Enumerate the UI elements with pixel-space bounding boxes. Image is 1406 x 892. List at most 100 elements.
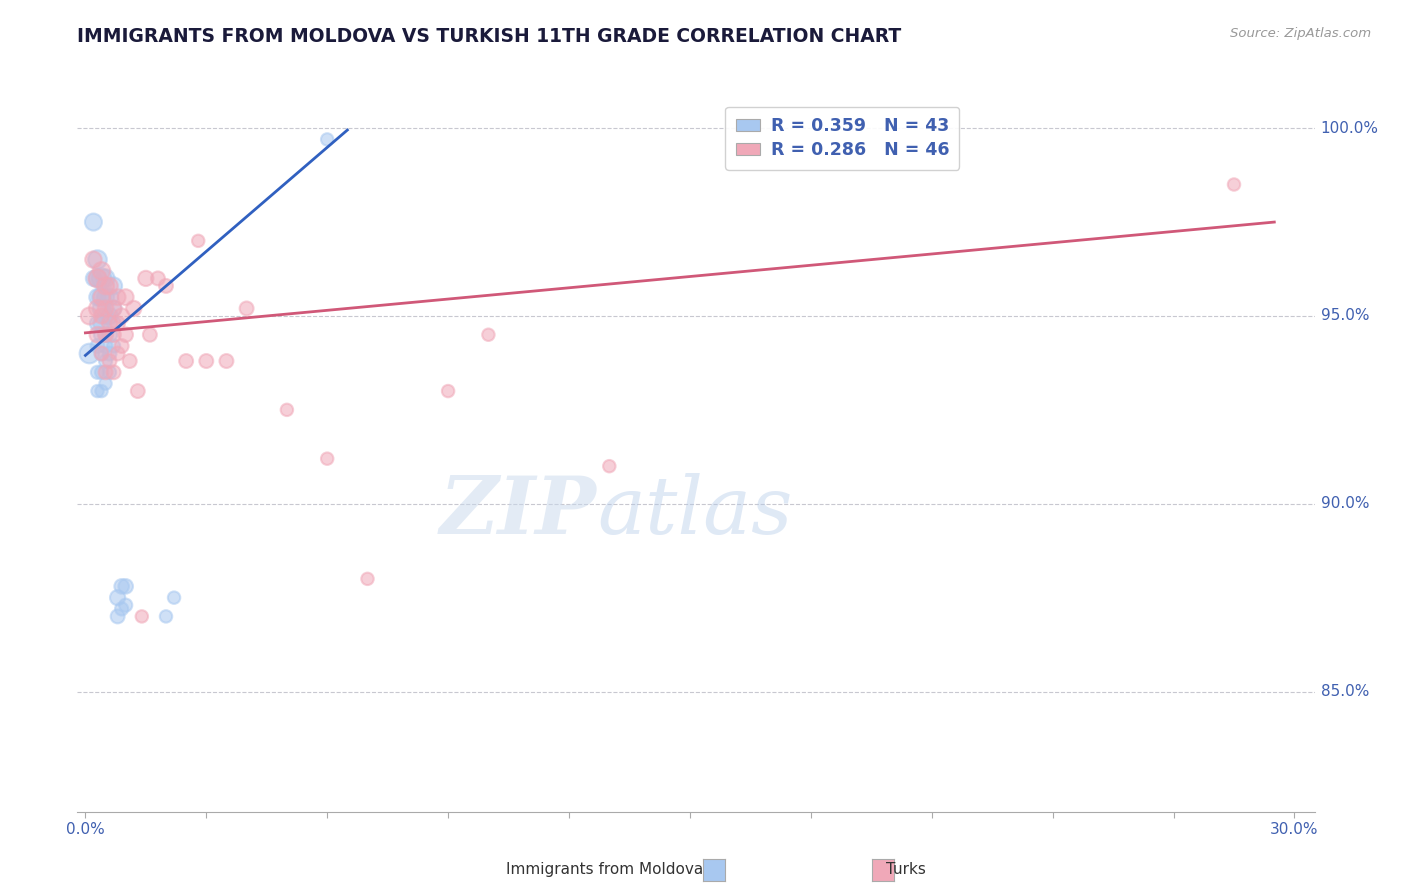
Point	[163, 591, 186, 605]
Text: Source: ZipAtlas.com: Source: ZipAtlas.com	[1230, 27, 1371, 40]
Point	[98, 309, 121, 323]
Point	[135, 271, 157, 285]
Point	[107, 591, 129, 605]
Point	[103, 301, 125, 316]
Point	[114, 290, 136, 304]
Point	[98, 290, 121, 304]
Point	[86, 339, 108, 353]
Point	[103, 365, 125, 379]
Point	[155, 609, 177, 624]
Point	[94, 290, 117, 304]
Point	[94, 365, 117, 379]
Point	[107, 346, 129, 360]
Point	[174, 354, 197, 368]
Point	[122, 301, 145, 316]
Point	[98, 365, 121, 379]
Point	[316, 451, 339, 466]
Point	[94, 309, 117, 323]
Point	[94, 327, 117, 342]
Point	[316, 132, 339, 146]
Point	[127, 384, 149, 398]
Point	[598, 459, 620, 474]
Text: Turks: Turks	[886, 863, 925, 877]
Point	[82, 271, 104, 285]
Point	[276, 402, 298, 417]
Point	[98, 354, 121, 368]
Point	[437, 384, 460, 398]
Text: 85.0%: 85.0%	[1320, 684, 1369, 699]
Text: 95.0%: 95.0%	[1320, 309, 1369, 324]
Point	[82, 252, 104, 267]
Point	[114, 598, 136, 612]
Point	[90, 264, 112, 278]
Point	[195, 354, 218, 368]
Point	[111, 339, 134, 353]
Point	[90, 290, 112, 304]
Point	[107, 609, 129, 624]
Point	[98, 279, 121, 293]
Point	[86, 271, 108, 285]
Point	[90, 346, 112, 360]
Text: Immigrants from Moldova: Immigrants from Moldova	[506, 863, 703, 877]
Point	[477, 327, 499, 342]
Point	[98, 317, 121, 331]
Point	[94, 339, 117, 353]
Point	[146, 271, 169, 285]
Point	[94, 279, 117, 293]
Point	[94, 271, 117, 285]
Point	[86, 290, 108, 304]
Point	[103, 327, 125, 342]
Point	[215, 354, 238, 368]
Point	[79, 346, 101, 360]
Text: 90.0%: 90.0%	[1320, 496, 1369, 511]
Point	[82, 215, 104, 229]
Point	[356, 572, 378, 586]
Point	[90, 317, 112, 331]
Point	[103, 339, 125, 353]
Text: IMMIGRANTS FROM MOLDOVA VS TURKISH 11TH GRADE CORRELATION CHART: IMMIGRANTS FROM MOLDOVA VS TURKISH 11TH …	[77, 27, 901, 45]
Point	[114, 327, 136, 342]
Point	[90, 327, 112, 342]
Point	[187, 234, 209, 248]
Point	[86, 317, 108, 331]
Point	[114, 579, 136, 593]
Point	[94, 354, 117, 368]
Point	[90, 301, 112, 316]
Point	[103, 301, 125, 316]
Point	[86, 327, 108, 342]
Point	[155, 279, 177, 293]
Point	[90, 290, 112, 304]
Point	[111, 579, 134, 593]
Point	[98, 346, 121, 360]
Point	[79, 309, 101, 323]
Point	[107, 290, 129, 304]
Point	[118, 354, 141, 368]
Point	[98, 327, 121, 342]
Point	[90, 271, 112, 285]
Point	[111, 602, 134, 616]
Point	[90, 384, 112, 398]
Point	[235, 301, 257, 316]
Point	[86, 252, 108, 267]
Point	[107, 317, 129, 331]
Legend: R = 0.359   N = 43, R = 0.286   N = 46: R = 0.359 N = 43, R = 0.286 N = 46	[725, 107, 959, 169]
Point	[86, 301, 108, 316]
Point	[131, 609, 153, 624]
Text: ZIP: ZIP	[440, 474, 598, 550]
Point	[90, 365, 112, 379]
Text: 100.0%: 100.0%	[1320, 120, 1379, 136]
Point	[111, 309, 134, 323]
Point	[86, 271, 108, 285]
Point	[86, 365, 108, 379]
Point	[1223, 178, 1246, 192]
Point	[103, 279, 125, 293]
Point	[94, 301, 117, 316]
Point	[139, 327, 162, 342]
Point	[90, 309, 112, 323]
Point	[86, 384, 108, 398]
Point	[94, 327, 117, 342]
Point	[103, 317, 125, 331]
Point	[94, 376, 117, 391]
Point	[90, 346, 112, 360]
Text: atlas: atlas	[598, 474, 793, 550]
